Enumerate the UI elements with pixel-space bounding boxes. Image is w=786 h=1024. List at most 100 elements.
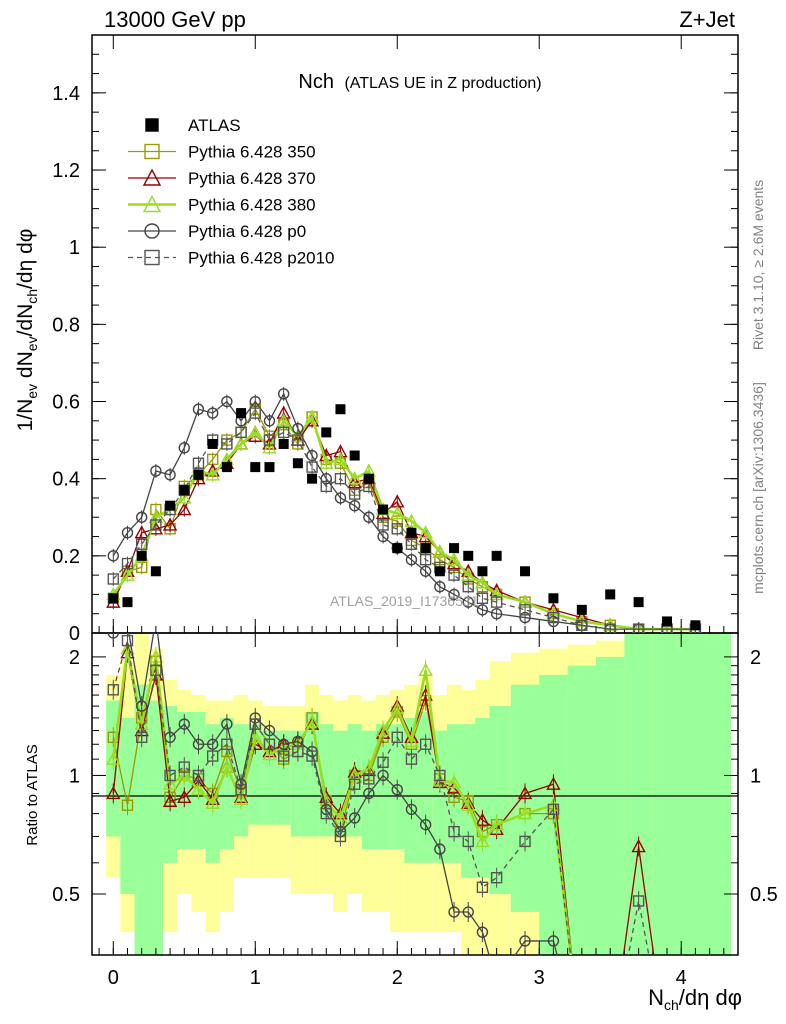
ratio-point — [106, 786, 121, 800]
y-tick-label: 0.4 — [52, 469, 80, 491]
ratio-point — [192, 738, 205, 750]
ratio-point — [419, 818, 432, 831]
series-point — [304, 409, 320, 423]
ratio-y-tick-label: 0.5 — [52, 884, 80, 906]
series-point — [405, 553, 418, 566]
series-point — [249, 407, 261, 419]
ratio-point — [390, 700, 405, 715]
ratio-point — [292, 745, 304, 758]
ratio-series — [106, 614, 655, 955]
atlas-data-point — [363, 473, 374, 484]
ratio-point — [277, 750, 290, 762]
y-tick-label: 0.8 — [52, 314, 80, 336]
series-point — [475, 575, 490, 589]
y-tick-label: 1.4 — [52, 83, 80, 105]
ratio-point — [490, 871, 503, 884]
series-point — [419, 553, 432, 566]
series-point — [519, 604, 531, 616]
ratio-point — [121, 634, 134, 647]
legend-label: Pythia 6.428 350 — [188, 143, 316, 162]
atlas-data-point — [349, 450, 360, 461]
ratio-series-line — [112, 640, 650, 955]
ratio-point — [462, 835, 474, 848]
legend-label: Pythia 6.428 370 — [188, 169, 316, 188]
ratio-point — [304, 714, 320, 728]
ratio-point — [178, 718, 190, 730]
ratio-point — [162, 776, 178, 790]
ratio-point — [446, 774, 462, 789]
ratio-point — [150, 664, 162, 676]
series-point — [121, 557, 134, 570]
band-green — [489, 706, 511, 894]
ratio-point — [631, 839, 646, 853]
ratio-point — [475, 833, 490, 848]
atlas-data-point — [633, 597, 644, 608]
series-point — [462, 596, 474, 608]
ratio-point — [461, 797, 476, 811]
main-series — [106, 386, 702, 633]
legend-marker — [142, 195, 162, 213]
band-green — [567, 665, 597, 955]
series-point — [334, 492, 347, 504]
atlas-data-point — [378, 504, 389, 515]
ratio-point — [519, 935, 531, 947]
series-point — [632, 623, 645, 633]
series-point — [333, 451, 348, 466]
ratio-point — [632, 895, 645, 907]
series-point — [476, 592, 489, 604]
series-point — [150, 465, 162, 477]
x-tick-label: 1 — [250, 967, 261, 989]
atlas-data-point — [250, 462, 261, 473]
ratio-point — [517, 786, 533, 800]
x-tick-label: 3 — [534, 967, 545, 989]
band-green — [148, 700, 163, 955]
ratio-point — [418, 662, 433, 676]
ratio-point — [120, 641, 135, 655]
series-point — [446, 552, 462, 566]
ratio-point — [391, 731, 403, 743]
series-point — [576, 619, 588, 631]
ratio-point — [249, 718, 261, 730]
ratio-point — [475, 812, 490, 826]
ratio-point — [434, 769, 446, 782]
series-point — [432, 544, 448, 558]
ratio-point — [219, 759, 235, 773]
series-point — [363, 511, 375, 523]
chart-subtitle: (ATLAS UE in Z production) — [344, 75, 541, 92]
band-green — [475, 717, 490, 878]
ratio-point — [151, 614, 161, 624]
atlas-data-point — [108, 593, 119, 604]
ratio-point — [405, 753, 418, 765]
ratio-point — [547, 935, 560, 947]
atlas-data-point — [236, 408, 247, 419]
ratio-point — [191, 782, 206, 796]
legend-marker — [142, 168, 162, 186]
ratio-point — [448, 906, 460, 918]
ratio-point — [221, 718, 233, 730]
legend-label: Pythia 6.428 380 — [188, 196, 316, 215]
legend-marker — [145, 118, 159, 132]
series-point — [434, 581, 446, 593]
ratio-plot-frame — [91, 632, 739, 956]
ratio-point — [547, 803, 560, 816]
ratio-point — [306, 750, 318, 762]
atlas-data-point — [165, 500, 176, 511]
header-left: 13000 GeV pp — [104, 7, 246, 32]
series-point — [390, 505, 405, 520]
series-point — [448, 569, 460, 581]
band-green — [375, 724, 391, 850]
series-point — [418, 525, 433, 539]
series-point — [233, 436, 249, 450]
ratio-point — [462, 906, 474, 918]
series-point — [121, 526, 134, 539]
atlas-data-point — [463, 550, 474, 561]
ratio-point — [121, 799, 134, 811]
series-point — [164, 469, 176, 481]
series-point — [306, 461, 318, 473]
ratio-y-tick-label: 2 — [69, 647, 80, 669]
series-point — [192, 457, 205, 469]
ratio-point — [235, 784, 247, 796]
series-point — [263, 434, 276, 446]
ratio-y-tick-label-right: 1 — [750, 765, 761, 787]
atlas-data-point — [321, 427, 332, 438]
